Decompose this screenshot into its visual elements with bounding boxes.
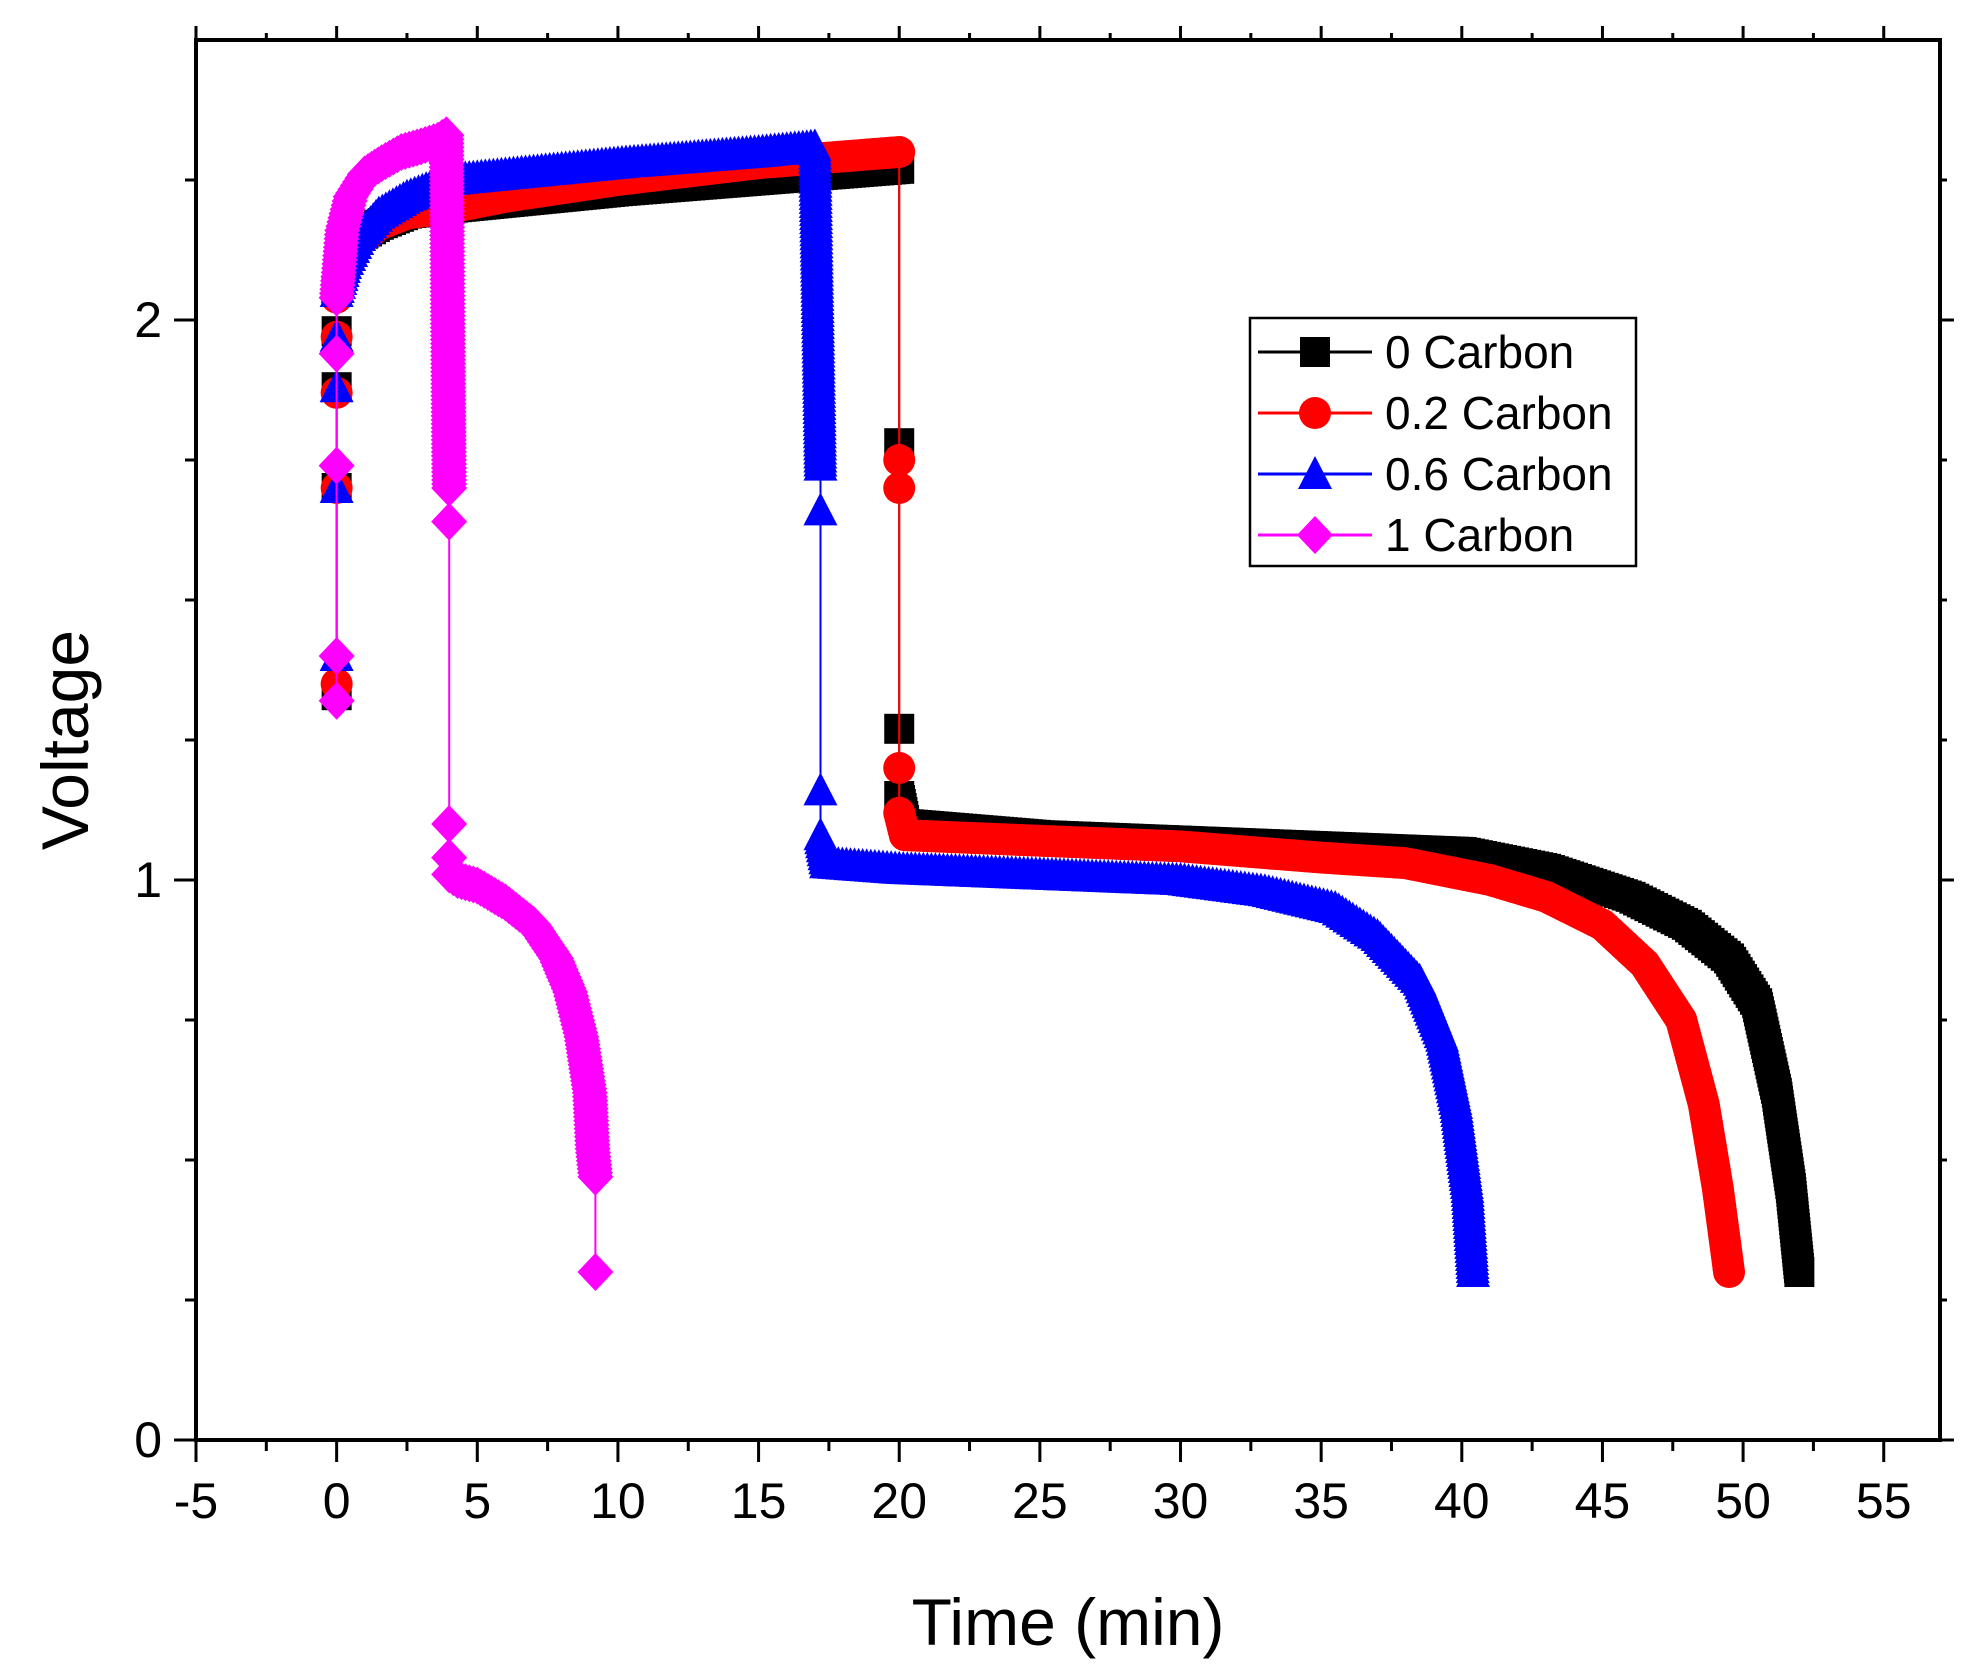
legend-label-2: 0.6 Carbon xyxy=(1385,448,1613,500)
x-tick-label: -5 xyxy=(174,1473,218,1529)
x-tick-label: 15 xyxy=(731,1473,787,1529)
x-axis-title: Time (min) xyxy=(912,1585,1225,1659)
data-point-3 xyxy=(577,1157,614,1196)
data-point-2 xyxy=(803,447,838,481)
data-point-3 xyxy=(431,805,468,843)
data-point-3 xyxy=(318,681,355,720)
data-point-3 xyxy=(318,637,355,675)
data-point-2 xyxy=(1456,1254,1491,1287)
data-point-3 xyxy=(318,334,355,373)
data-point-3 xyxy=(431,502,468,541)
data-point-3 xyxy=(318,446,355,485)
legend-marker-shape-0 xyxy=(1300,337,1330,367)
data-point-3 xyxy=(431,469,468,507)
y-tick-label: 1 xyxy=(134,852,162,908)
series-layer xyxy=(318,116,1815,1291)
legend-label-1: 0.2 Carbon xyxy=(1385,387,1613,439)
x-tick-label: 55 xyxy=(1856,1473,1912,1529)
data-point-2 xyxy=(803,492,838,526)
legend-marker-2 xyxy=(1298,456,1332,489)
x-tick-label: 35 xyxy=(1293,1473,1349,1529)
data-point-1 xyxy=(883,444,916,476)
legend-marker-shape-1 xyxy=(1299,397,1331,429)
legend: 0 Carbon 0.2 Carbon 0.6 Carbon 1 Carbon xyxy=(1248,316,1638,568)
y-tick-label: 2 xyxy=(134,292,162,348)
data-point-2 xyxy=(803,772,838,806)
y-axis-title: Voltage xyxy=(28,630,102,850)
data-point-1 xyxy=(883,752,916,784)
legend-marker-shape-2 xyxy=(1298,456,1332,489)
legend-label-0: 0 Carbon xyxy=(1385,326,1574,378)
legend-marker-0 xyxy=(1300,337,1330,367)
data-point-0 xyxy=(1784,1257,1815,1287)
data-point-1 xyxy=(883,472,916,504)
legend-label-3: 1 Carbon xyxy=(1385,509,1574,561)
data-point-3 xyxy=(577,1253,614,1291)
x-tick-label: 40 xyxy=(1434,1473,1490,1529)
x-tick-label: 20 xyxy=(871,1473,927,1529)
series-3 xyxy=(318,116,614,1291)
x-tick-label: 30 xyxy=(1153,1473,1209,1529)
x-tick-label: 0 xyxy=(323,1473,351,1529)
data-point-1 xyxy=(1713,1256,1746,1288)
legend-marker-shape-3 xyxy=(1297,516,1333,554)
legend-marker-1 xyxy=(1299,397,1331,429)
legend-marker-3 xyxy=(1297,516,1333,554)
x-tick-label: 25 xyxy=(1012,1473,1068,1529)
y-tick-label: 0 xyxy=(134,1412,162,1468)
x-tick-label: 50 xyxy=(1715,1473,1771,1529)
x-tick-label: 10 xyxy=(590,1473,646,1529)
x-tick-label: 5 xyxy=(463,1473,491,1529)
data-point-1 xyxy=(883,136,916,168)
x-tick-label: 45 xyxy=(1575,1473,1631,1529)
